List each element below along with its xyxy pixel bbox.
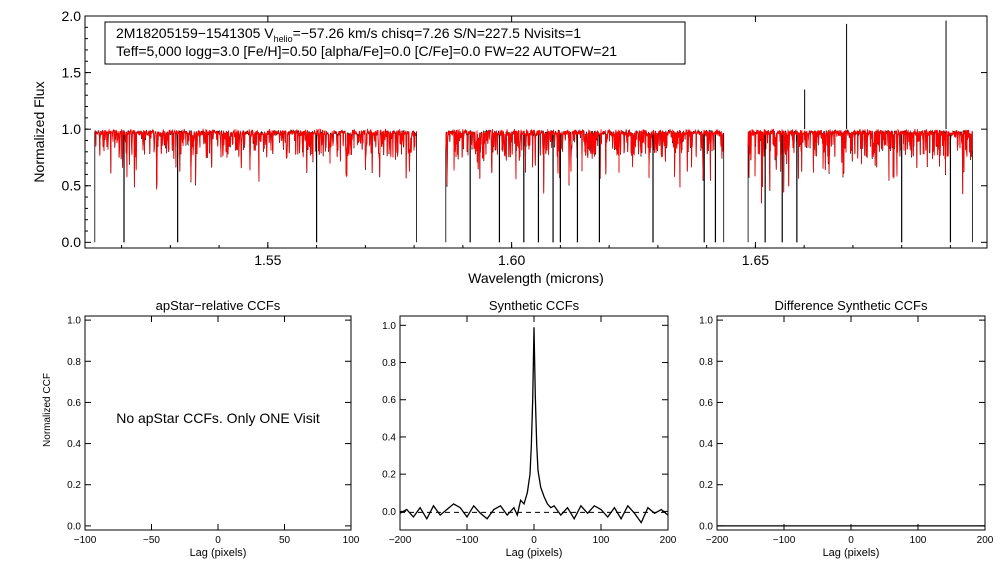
difference-ccf-y-tick-label: 0.8 [699,357,713,368]
synthetic-ccf-y-tick-label: 0.4 [382,432,396,443]
difference-ccf-y-tick-label: 0.2 [699,480,713,491]
difference-ccf-ticks: −200 −100 0 100 200 0.0 0.2 0.4 0.6 0.8 1.0 [699,316,994,546]
synthetic-ccf-plot-area [399,327,669,524]
apstar-ccf-x-label: Lag (pixels) [190,547,247,559]
synthetic-ccf-x-tick-label: −200 [389,535,412,546]
spectrum-y-tick-label: 0.5 [62,178,82,194]
apstar-ccf-x-tick-label: 50 [279,535,291,546]
info-box [104,21,686,65]
difference-ccf-x-tick-label: −100 [773,535,796,546]
spectrum-y-label: Normalized Flux [31,81,47,182]
spectrum-x-tick-label: 1.60 [498,252,525,268]
difference-ccf-title: Difference Synthetic CCFs [775,298,928,313]
synthetic-ccf-y-tick-label: 0.2 [382,470,396,481]
info-line-1: 2M18205159−1541305 Vhelio=−57.26 km/s ch… [116,25,581,44]
synthetic-ccf-line [399,327,669,524]
apstar-ccf-y-tick-label: 0.6 [67,398,81,409]
difference-ccf-x-tick-label: −200 [706,535,729,546]
apstar-ccf-y-tick-label: 0.4 [67,439,81,450]
difference-ccf-x-label: Lag (pixels) [823,547,880,559]
difference-ccf-x-tick-label: 0 [848,535,854,546]
apstar-ccf-y-tick-label: 0.8 [67,357,81,368]
synthetic-ccf-y-tick-label: 1.0 [382,321,396,332]
synthetic-ccf-x-tick-label: 0 [531,535,537,546]
spectrum-ticks: 1.55 1.60 1.65 0.0 0.5 1.0 1.5 2.0 [62,8,987,268]
synthetic-ccf-panel: Synthetic CCFs −200 −100 0 100 200 0.0 0.2 0.4 0… [382,298,677,559]
synthetic-ccf-x-tick-label: −100 [456,535,479,546]
apstar-ccf-ticks: −100 −50 0 50 100 0.0 0.2 0.4 0.6 0.8 1.0 [67,316,360,546]
apstar-ccf-y-tick-label: 0.0 [67,521,81,532]
apstar-ccf-x-tick-label: −100 [74,535,97,546]
synthetic-ccf-x-tick-label: 200 [660,535,677,546]
difference-ccf-panel: Difference Synthetic CCFs −200 −100 0 100 20… [699,298,994,559]
synthetic-ccf-title: Synthetic CCFs [489,298,580,313]
apstar-ccf-x-tick-label: −50 [143,535,160,546]
synthetic-ccf-y-tick-label: 0.6 [382,395,396,406]
spectrum-model-line [747,128,973,204]
synthetic-ccf-y-tick-label: 0.8 [382,358,396,369]
difference-ccf-frame [716,315,986,531]
info-line-2: Teff=5,000 logg=3.0 [Fe/H]=0.50 [alpha/F… [116,43,617,59]
difference-ccf-y-tick-label: 1.0 [699,316,713,327]
synthetic-ccf-ticks: −200 −100 0 100 200 0.0 0.2 0.4 0.6 0.8 1.0 [382,316,677,546]
spectrum-x-tick-label: 1.55 [254,252,281,268]
apstar-ccf-title: apStar−relative CCFs [156,298,281,313]
apstar-ccf-message: No apStar CCFs. Only ONE Visit [116,410,320,426]
synthetic-ccf-y-tick-label: 0.0 [382,507,396,518]
spectrum-model-line [94,128,417,190]
apstar-ccf-y-tick-label: 0.2 [67,480,81,491]
spectrum-x-label: Wavelength (microns) [468,270,604,286]
spectrum-plot-area [94,20,973,243]
apstar-ccf-x-tick-label: 100 [343,535,360,546]
synthetic-ccf-x-tick-label: 100 [593,535,610,546]
difference-ccf-x-tick-label: 100 [910,535,927,546]
synthetic-ccf-x-label: Lag (pixels) [506,547,563,559]
difference-ccf-y-tick-label: 0.0 [699,521,713,532]
difference-ccf-x-tick-label: 200 [977,535,994,546]
spectrum-x-tick-label: 1.65 [742,252,769,268]
apstar-ccf-y-tick-label: 1.0 [67,316,81,327]
difference-ccf-y-tick-label: 0.4 [699,439,713,450]
apstar-ccf-x-tick-label: 0 [215,535,221,546]
apstar-ccf-panel: apStar−relative CCFs −100 −50 0 50 100 0.0 0.2… [42,298,360,559]
spectrum-model-line [445,128,724,194]
apstar-ccf-y-label: Normalized CCF [42,373,53,447]
difference-ccf-y-tick-label: 0.6 [699,398,713,409]
spectrum-y-tick-label: 1.5 [62,64,82,80]
spectrum-y-tick-label: 1.0 [62,121,82,137]
spectrum-panel: 1.55 1.60 1.65 0.0 0.5 1.0 1.5 2.0 2M18205159−1… [31,8,988,286]
spectrum-frame [84,15,988,249]
spectrum-y-tick-label: 0.0 [62,234,82,250]
spectrum-y-tick-label: 2.0 [62,8,82,24]
